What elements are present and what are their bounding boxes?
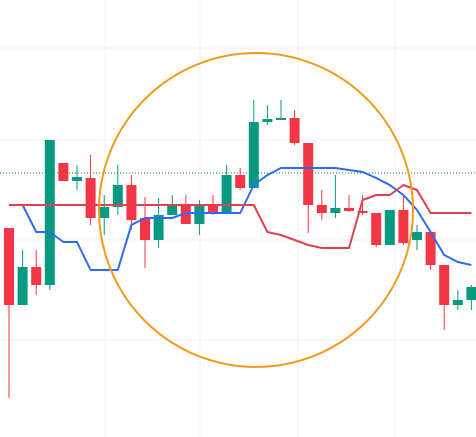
candle-body [425,232,436,265]
indicator-line [9,167,472,271]
candle-body [303,143,314,205]
candle-body [85,178,96,218]
candle-body [180,205,191,224]
candle-body [371,213,382,245]
candle-body [330,208,341,213]
candle-body [276,118,286,120]
candle-body [248,122,259,188]
plot [0,100,476,398]
candle-body [262,119,273,122]
candle-body [466,287,476,300]
candle-body [194,205,205,224]
candle-body [384,210,395,245]
candle-body [112,185,123,207]
candle-body [235,175,246,188]
candle-body [357,211,368,213]
candle-body [4,228,14,305]
highlight-circle [98,52,414,368]
candle-body [208,205,218,213]
candle-body [153,215,164,240]
candle-body [289,118,300,143]
candle-body [167,205,178,215]
candle-body [17,267,28,305]
candle-body [316,205,327,213]
candle-body [140,218,150,240]
candle-body [221,175,232,213]
candle-body [44,140,55,285]
indicator-line [9,184,472,249]
candle-body [126,185,137,220]
candle-body [344,208,354,211]
candle-body [412,232,422,240]
candle-body [99,207,110,218]
candle-body [452,300,463,305]
candle-body [398,210,409,243]
candle-body [72,177,82,181]
candle-body [31,267,42,285]
candle-body [439,265,450,305]
candle-body [58,163,69,181]
